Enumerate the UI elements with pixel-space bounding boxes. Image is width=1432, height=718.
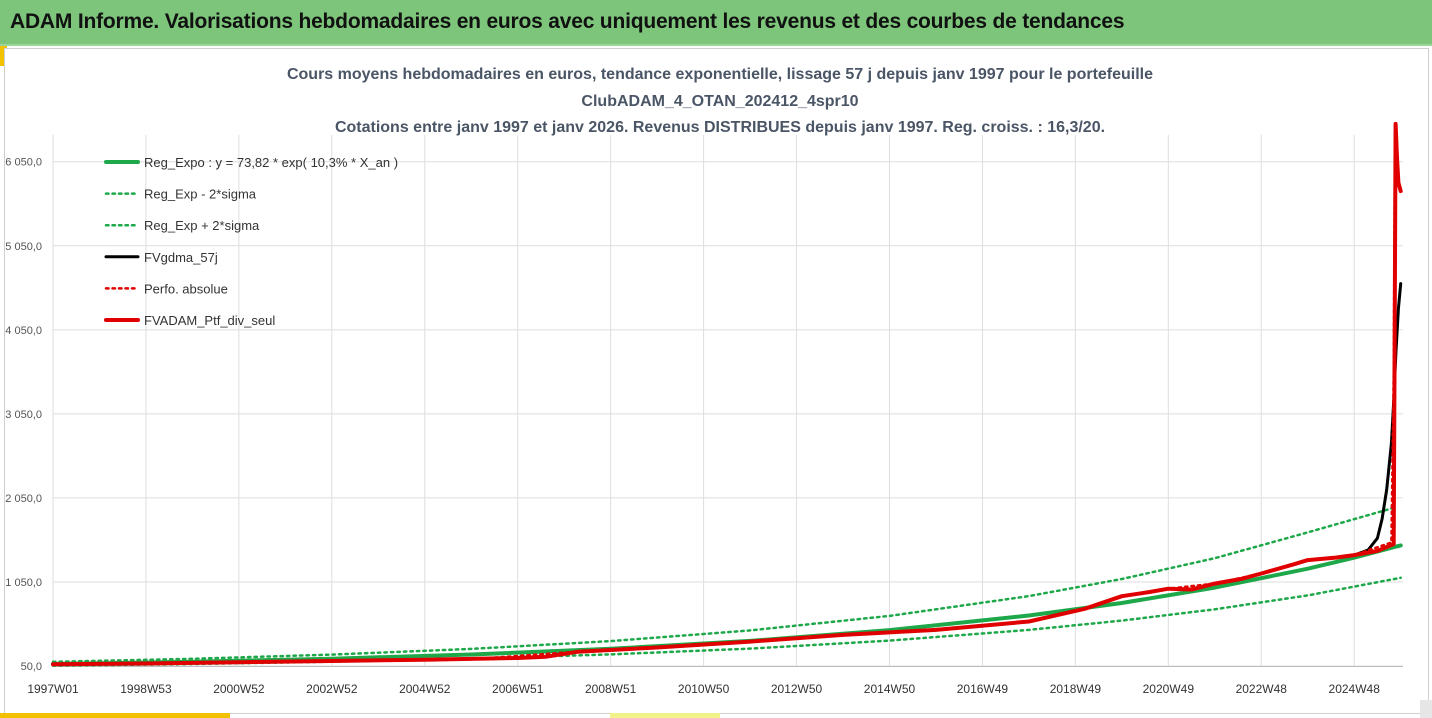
legend-label: Perfo. absolue: [144, 281, 228, 296]
chart-title-line-1: Cours moyens hebdomadaires en euros, ten…: [286, 66, 1154, 83]
x-tick-label: 2008W51: [585, 682, 637, 696]
y-tick-label: 1 050,0: [5, 577, 42, 589]
y-tick-label: 3 050,0: [5, 409, 42, 421]
legend-label: Reg_Exp + 2*sigma: [144, 218, 260, 233]
series-line-4: [51, 122, 1402, 666]
x-tick-label: 2006W51: [492, 682, 544, 696]
report-banner: ADAM Informe. Valorisations hebdomadaire…: [0, 0, 1432, 46]
series-line-5: [51, 121, 1403, 667]
x-tick-label: 2010W50: [678, 682, 730, 696]
y-tick-label: 6 050,0: [5, 157, 42, 169]
x-tick-label: 2002W52: [306, 682, 358, 696]
x-tick-label: 2018W49: [1050, 682, 1102, 696]
x-tick-label: 2014W50: [864, 682, 916, 696]
x-tick-label: 2012W50: [771, 682, 823, 696]
x-tick-label: 2020W49: [1143, 682, 1195, 696]
chart-title-line-2: ClubADAM_4_OTAN_202412_4spr10: [581, 93, 859, 110]
y-tick-label: 4 050,0: [5, 325, 42, 337]
legend-label: Reg_Exp - 2*sigma: [144, 187, 257, 202]
series-line-3: [51, 282, 1403, 666]
accent-strip-bottom-left: [0, 713, 230, 718]
x-tick-label: 1997W01: [27, 682, 79, 696]
x-tick-label: 2022W48: [1236, 682, 1288, 696]
legend-label: FVADAM_Ptf_div_seul: [144, 313, 275, 328]
legend-label: FVgdma_57j: [144, 250, 218, 265]
y-tick-label: 50,0: [21, 661, 42, 673]
legend-label: Reg_Expo : y = 73,82 * exp( 10,3% * X_an…: [144, 155, 398, 170]
x-tick-label: 2000W52: [213, 682, 265, 696]
accent-strip-bottom-right: [1420, 700, 1432, 718]
y-tick-label: 5 050,0: [5, 241, 42, 253]
x-tick-label: 1998W53: [120, 682, 172, 696]
y-tick-label: 2 050,0: [5, 493, 42, 505]
chart-title-line-3: Cotations entre janv 1997 et janv 2026. …: [334, 119, 1106, 136]
x-tick-label: 2024W48: [1329, 682, 1381, 696]
accent-strip-bottom-mid: [610, 713, 720, 718]
series-line-2: [51, 505, 1398, 664]
series-line-0: [51, 543, 1403, 666]
x-tick-label: 2016W49: [957, 682, 1009, 696]
report-title: ADAM Informe. Valorisations hebdomadaire…: [10, 10, 1125, 33]
accent-corner-left: [0, 46, 4, 66]
chart-frame: [4, 48, 1429, 714]
x-tick-label: 2004W52: [399, 682, 451, 696]
